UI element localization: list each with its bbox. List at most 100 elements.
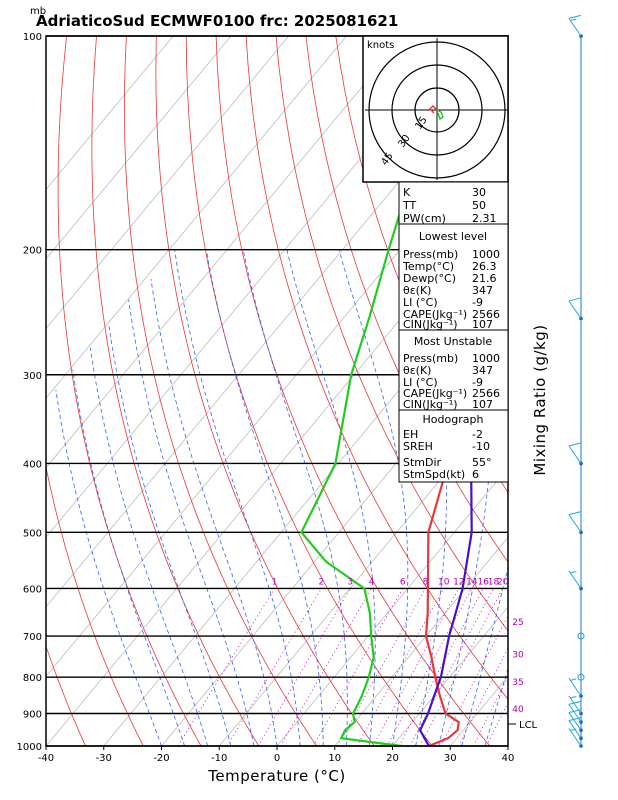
wind-barb-half-flag: [570, 571, 577, 574]
wind-barb-flag: [568, 14, 582, 19]
temperature-tick-label: 0: [274, 753, 280, 764]
dry-adiabat-line: [124, 36, 317, 746]
ll-cin-label: CIN(Jkg⁻¹): [403, 318, 458, 331]
hodograph-title: knots: [367, 40, 394, 51]
pressure-tick-label: 800: [23, 673, 42, 684]
wind-barb-shaft: [568, 728, 582, 747]
mu-cape-value: 2566: [472, 387, 500, 400]
mixing-ratio-label: 18: [488, 578, 500, 588]
moist-adiabat-line: [108, 324, 232, 746]
wind-barb-shaft: [568, 570, 582, 589]
ll-thetae-label: θε(K): [403, 284, 431, 297]
isotherm-line: [392, 606, 508, 746]
isotherm-line: [103, 258, 508, 746]
moist-adiabat-line: [242, 249, 348, 746]
index-tt-value: 50: [472, 199, 486, 212]
wind-barb-half-flag: [570, 728, 577, 731]
mixing-ratio-line: [356, 588, 445, 746]
pressure-tick-label: 1000: [17, 742, 42, 753]
ll-press-value: 1000: [472, 248, 500, 261]
eh-label: EH: [403, 428, 418, 441]
ll-dewp-label: Dewp(°C): [403, 272, 456, 285]
mu-li-label: LI (°C): [403, 376, 438, 389]
isotherm-line: [46, 188, 508, 746]
stmspd-value: 6: [472, 468, 479, 481]
pressure-tick-label: 200: [23, 246, 42, 257]
pressure-tick-label: 600: [23, 584, 42, 595]
most-unstable-header: Most Unstable: [414, 335, 493, 348]
isotherm-line: [334, 536, 508, 746]
indices-panel: K 30 TT 50 PW(cm) 2.31: [398, 181, 509, 225]
mixing-ratio-label: 30: [512, 650, 524, 660]
index-pw-label: PW(cm): [403, 212, 446, 225]
temperature-tick-labels: -40 -30 -20 -10 0 10 20 30 40: [38, 746, 514, 764]
lowest-level-panel: Lowest level Press(mb) 1000 Temp(°C) 26.…: [398, 223, 509, 331]
lcl-label: LCL: [519, 720, 538, 731]
wind-barb-flag: [568, 297, 582, 302]
ll-press-label: Press(mb): [403, 248, 458, 261]
temperature-tick-label: 20: [386, 753, 399, 764]
wind-barb-flag: [568, 442, 582, 447]
x-axis-label: Temperature (°C): [207, 767, 345, 785]
wind-calm-marker: [577, 632, 585, 640]
mixing-ratio-label: 10: [438, 578, 450, 588]
wind-barb-half-flag: [570, 18, 577, 21]
wind-barb-flag: [568, 511, 582, 516]
mu-press-value: 1000: [472, 352, 500, 365]
dry-adiabat-line: [605, 36, 618, 746]
mixing-ratio-label: 20: [497, 578, 509, 588]
moist-adiabat-line: [55, 389, 162, 746]
moist-adiabat-line: [507, 744, 508, 746]
mixing-ratio-label: 3: [347, 578, 353, 588]
background-lines: [46, 36, 618, 746]
mixing-ratio-line: [313, 588, 404, 746]
hodograph-trace-low: [436, 109, 444, 121]
mu-cin-value: 107: [472, 398, 493, 411]
moist-adiabat-line: [150, 279, 278, 746]
temperature-tick-label: -30: [96, 753, 112, 764]
mixing-ratio-label: 6: [400, 578, 406, 588]
mixing-ratio-label: 8: [423, 578, 429, 588]
dry-adiabat-line: [275, 36, 508, 632]
wind-barb-shaft: [568, 514, 582, 533]
dewpoint-profile: [300, 36, 487, 746]
dry-adiabat-line: [155, 36, 375, 746]
wind-barb-half-flag: [570, 678, 577, 681]
index-tt-label: TT: [402, 199, 417, 212]
isotherm-line: [276, 467, 508, 746]
index-pw-value: 2.31: [472, 212, 497, 225]
most-unstable-panel: Most Unstable Press(mb) 1000 θε(K) 347 L…: [398, 329, 509, 411]
mixing-ratio-line: [386, 588, 473, 746]
isotherm-line: [218, 397, 508, 746]
index-k-value: 30: [472, 186, 486, 199]
ll-temp-value: 26.3: [472, 260, 497, 273]
mixing-ratio-line: [337, 588, 426, 746]
mu-thetae-value: 347: [472, 364, 493, 377]
pressure-tick-label: 300: [23, 371, 42, 382]
mu-li-value: -9: [472, 376, 483, 389]
mu-thetae-label: θε(K): [403, 364, 431, 377]
wind-barb-flag: [568, 700, 582, 705]
dry-adiabat-line: [245, 36, 508, 700]
ll-thetae-value: 347: [472, 284, 493, 297]
isotherm-line: [507, 745, 508, 746]
wind-barb-shaft: [568, 678, 582, 697]
sreh-label: SREH: [403, 440, 433, 453]
isotherm-line: [46, 36, 174, 190]
mixing-ratio-line: [372, 588, 460, 746]
isotherm-line: [46, 36, 347, 399]
mu-cape-label: CAPE(Jkg⁻¹): [403, 387, 467, 400]
isotherm-line: [46, 36, 232, 260]
mixing-ratio-line: [257, 588, 351, 746]
temperature-tick-label: 30: [444, 753, 457, 764]
mixing-ratio-line: [440, 615, 508, 746]
ll-li-value: -9: [472, 296, 483, 309]
mixing-ratio-label: 35: [512, 678, 523, 688]
pressure-tick-label: 500: [23, 528, 42, 539]
lcl-marker: LCL: [508, 720, 538, 731]
moist-adiabat-line: [174, 249, 301, 746]
pressure-tick-labels: 100 200 300 400 500 600 700 800 900 1000: [17, 32, 42, 753]
mixing-ratio-label: 4: [369, 578, 375, 588]
